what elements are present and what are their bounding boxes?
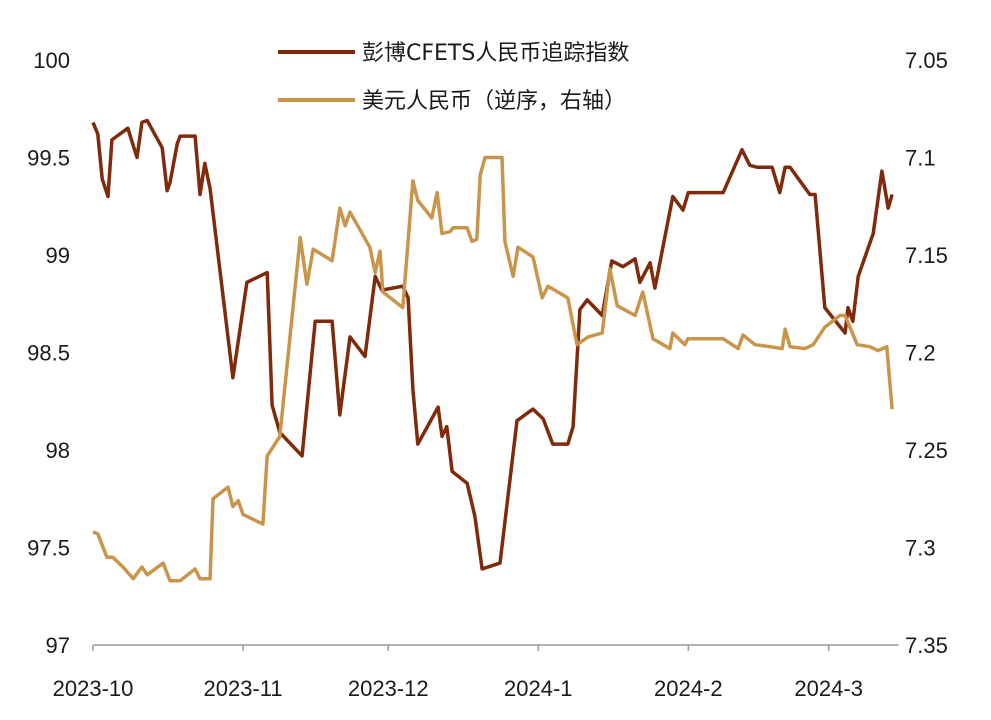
left-tick-label: 99.5 bbox=[27, 146, 70, 171]
left-axis: 97 97.5 98 98.5 99 99.5 100 bbox=[27, 48, 70, 658]
series-lines bbox=[91, 118, 894, 583]
left-tick-label: 97.5 bbox=[27, 536, 70, 561]
right-tick-label: 7.2 bbox=[905, 341, 936, 366]
legend-label-cfets: 彭博CFETS人民币追踪指数 bbox=[362, 41, 629, 66]
x-tick-label: 2023-10 bbox=[53, 676, 134, 701]
right-tick-label: 7.25 bbox=[905, 438, 948, 463]
right-tick-label: 7.15 bbox=[905, 243, 948, 268]
left-tick-label: 98.5 bbox=[27, 341, 70, 366]
x-axis: 2023-10 2023-11 2023-12 2024-1 2024-2 2024-3 bbox=[53, 644, 899, 701]
right-tick-label: 7.05 bbox=[905, 48, 948, 73]
x-tick-label: 2024-2 bbox=[654, 676, 723, 701]
legend: 彭博CFETS人民币追踪指数 美元人民币（逆序，右轴） bbox=[278, 41, 629, 114]
x-tick-label: 2023-11 bbox=[203, 676, 282, 701]
x-tick-label: 2024-3 bbox=[794, 676, 863, 701]
left-tick-label: 97 bbox=[46, 633, 70, 658]
right-axis: 7.05 7.1 7.15 7.2 7.25 7.3 7.35 bbox=[905, 48, 948, 658]
right-tick-label: 7.3 bbox=[905, 536, 936, 561]
cfets-index-line bbox=[91, 118, 894, 571]
x-tick-label: 2024-1 bbox=[504, 676, 573, 701]
x-tick-label: 2023-12 bbox=[348, 676, 429, 701]
left-tick-label: 98 bbox=[46, 438, 70, 463]
right-tick-label: 7.1 bbox=[905, 146, 936, 171]
left-tick-label: 99 bbox=[46, 243, 70, 268]
usdcny-line bbox=[92, 155, 894, 583]
right-tick-label: 7.35 bbox=[905, 633, 948, 658]
legend-label-usdcny: 美元人民币（逆序，右轴） bbox=[362, 89, 626, 114]
left-tick-label: 100 bbox=[33, 48, 70, 73]
